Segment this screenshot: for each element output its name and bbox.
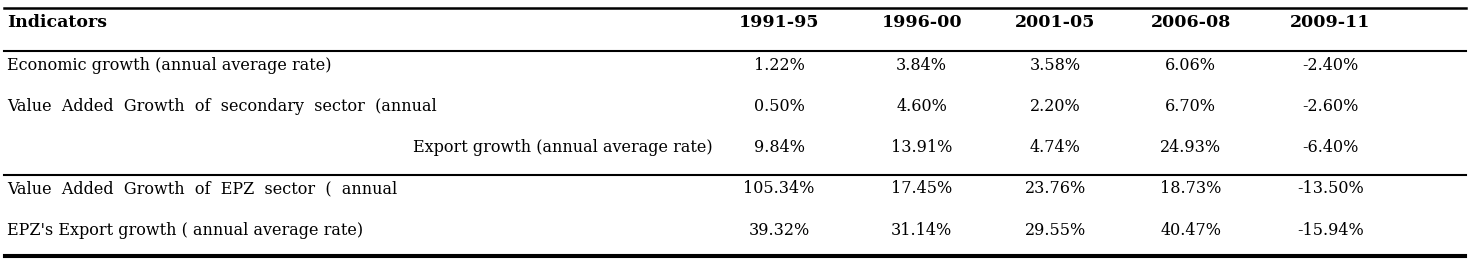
Text: 1996-00: 1996-00 xyxy=(882,14,961,31)
Text: Value  Added  Growth  of  EPZ  sector  (  annual: Value Added Growth of EPZ sector ( annua… xyxy=(7,180,397,197)
Text: 4.74%: 4.74% xyxy=(1030,139,1080,156)
Text: 23.76%: 23.76% xyxy=(1025,180,1086,197)
Text: 2006-08: 2006-08 xyxy=(1151,14,1230,31)
Text: 2001-05: 2001-05 xyxy=(1016,14,1095,31)
Text: Export growth (annual average rate): Export growth (annual average rate) xyxy=(413,139,713,156)
Text: 4.60%: 4.60% xyxy=(897,98,947,115)
Text: 13.91%: 13.91% xyxy=(891,139,953,156)
Text: 1991-95: 1991-95 xyxy=(739,14,819,31)
Text: Value  Added  Growth  of  secondary  sector  (annual: Value Added Growth of secondary sector (… xyxy=(7,98,437,115)
Text: 6.70%: 6.70% xyxy=(1166,98,1216,115)
Text: 17.45%: 17.45% xyxy=(891,180,953,197)
Text: Economic growth (annual average rate): Economic growth (annual average rate) xyxy=(7,57,332,74)
Text: -15.94%: -15.94% xyxy=(1297,222,1364,239)
Text: 40.47%: 40.47% xyxy=(1160,222,1222,239)
Text: 31.14%: 31.14% xyxy=(891,222,953,239)
Text: 2009-11: 2009-11 xyxy=(1291,14,1370,31)
Text: 3.84%: 3.84% xyxy=(897,57,947,74)
Text: -6.40%: -6.40% xyxy=(1302,139,1358,156)
Text: 6.06%: 6.06% xyxy=(1166,57,1216,74)
Text: -13.50%: -13.50% xyxy=(1297,180,1364,197)
Text: Indicators: Indicators xyxy=(7,14,107,31)
Text: 3.58%: 3.58% xyxy=(1030,57,1080,74)
Text: 105.34%: 105.34% xyxy=(744,180,814,197)
Text: 0.50%: 0.50% xyxy=(754,98,804,115)
Text: 29.55%: 29.55% xyxy=(1025,222,1086,239)
Text: 18.73%: 18.73% xyxy=(1160,180,1222,197)
Text: -2.40%: -2.40% xyxy=(1302,57,1358,74)
Text: 39.32%: 39.32% xyxy=(748,222,810,239)
Text: 1.22%: 1.22% xyxy=(754,57,804,74)
Text: 24.93%: 24.93% xyxy=(1160,139,1222,156)
Text: 2.20%: 2.20% xyxy=(1030,98,1080,115)
Text: 9.84%: 9.84% xyxy=(754,139,804,156)
Text: -2.60%: -2.60% xyxy=(1302,98,1358,115)
Text: EPZ's Export growth ( annual average rate): EPZ's Export growth ( annual average rat… xyxy=(7,222,363,239)
